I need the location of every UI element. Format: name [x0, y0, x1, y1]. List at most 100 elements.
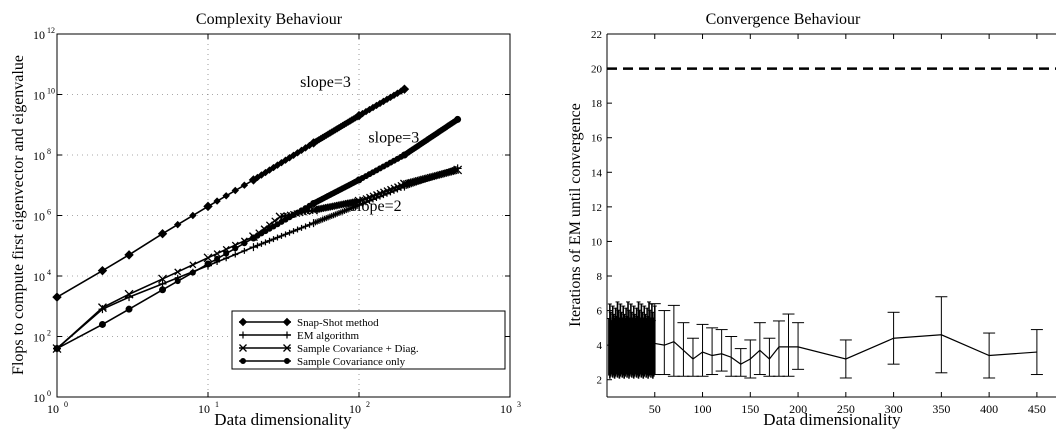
- series-marker-plus: [366, 197, 373, 204]
- series-marker-x: [174, 268, 182, 276]
- left-y-tick-exponent: 12: [47, 26, 55, 35]
- series-marker-x: [203, 253, 213, 263]
- series-marker-diamond: [124, 250, 134, 260]
- left-annotation: slope=3: [368, 129, 419, 146]
- series-marker-plus: [294, 226, 301, 233]
- right-y-tick-label: 22: [591, 29, 602, 41]
- legend-entry-label: Snap-Shot method: [297, 317, 379, 329]
- series-marker-plus: [286, 229, 293, 236]
- series-marker-plus: [309, 219, 318, 228]
- series-marker-x: [351, 198, 359, 206]
- series-marker-diamond: [157, 229, 168, 239]
- right-x-tick-label: 200: [789, 402, 807, 416]
- series-marker-x: [158, 274, 168, 284]
- series-marker-plus: [290, 228, 297, 235]
- series-marker-circle: [223, 250, 230, 257]
- series-marker-circle: [306, 202, 313, 209]
- left-y-tick-label: 10: [33, 210, 45, 224]
- series-marker-circle: [214, 255, 221, 262]
- right-y-tick-label: 6: [597, 306, 603, 318]
- right-ticks: 50 100 150 200 250 300 350 400 450 2 4 6 8 10 12 14 16 18…: [591, 29, 1046, 416]
- series-marker-plus: [362, 199, 369, 206]
- series-marker-diamond: [305, 141, 314, 150]
- right-y-tick-label: 18: [591, 98, 603, 110]
- left-annotation: slope=3: [300, 74, 351, 91]
- series-marker-diamond: [397, 87, 405, 95]
- right-y-axis-label: Iterations of EM until convergence: [567, 103, 584, 327]
- right-series: [648, 296, 1043, 379]
- series-marker-x: [97, 303, 107, 313]
- series-marker-x: [283, 344, 291, 352]
- right-y-tick-label: 10: [591, 236, 603, 248]
- legend-entry-label: EM algorithm: [297, 330, 359, 342]
- series-marker-x: [353, 197, 361, 205]
- series-marker-diamond: [203, 201, 213, 212]
- series-marker-diamond: [238, 317, 248, 327]
- right-chart-title: Convergence Behaviour: [706, 11, 861, 28]
- right-x-tick-label: 250: [837, 402, 855, 416]
- left-series-0: [52, 84, 410, 302]
- series-marker-diamond: [282, 317, 292, 327]
- series-marker-plus: [249, 243, 258, 252]
- series-marker-circle: [189, 269, 196, 276]
- series-marker-plus: [270, 236, 277, 243]
- right-x-axis-label: Data dimensionality: [763, 410, 901, 429]
- left-x-tick-label: 10: [198, 402, 210, 416]
- right-y-tick-label: 2: [597, 375, 603, 387]
- left-x-axis-label: Data dimensionality: [214, 410, 352, 429]
- series-marker-plus: [274, 234, 281, 241]
- left-x-tick-label: 10: [349, 402, 361, 416]
- left-x-tick-exponent: 0: [64, 400, 68, 409]
- left-y-tick-label: 10: [33, 89, 45, 103]
- series-marker-plus: [298, 224, 305, 231]
- left-y-tick-exponent: 10: [47, 87, 55, 96]
- series-marker-x: [397, 181, 405, 189]
- right-dense-region: [606, 301, 657, 379]
- series-marker-circle: [125, 305, 133, 313]
- right-y-tick-label: 12: [591, 202, 602, 214]
- series-marker-x: [453, 165, 463, 175]
- left-x-tick-exponent: 3: [517, 400, 521, 409]
- right-dense-block: [611, 317, 655, 373]
- right-series-0: [648, 296, 1043, 379]
- left-y-tick-label: 10: [33, 149, 45, 163]
- left-y-tick-exponent: 6: [47, 208, 51, 217]
- series-marker-diamond: [231, 186, 239, 195]
- series-marker-diamond: [222, 192, 230, 200]
- series-marker-diamond: [353, 113, 361, 121]
- left-x-tick-label: 10: [500, 402, 512, 416]
- series-marker-plus: [239, 331, 247, 339]
- right-x-tick-label: 350: [932, 402, 950, 416]
- left-series: [52, 84, 463, 353]
- series-marker-plus: [266, 237, 273, 244]
- left-series-line: [56, 167, 458, 350]
- series-marker-plus: [282, 231, 289, 238]
- series-marker-circle: [159, 286, 167, 294]
- series-marker-circle: [232, 245, 239, 252]
- legend-entry-label: Sample Covariance only: [297, 356, 406, 368]
- series-marker-circle: [98, 320, 106, 328]
- series-marker-diamond: [173, 220, 182, 229]
- series-marker-x: [239, 344, 247, 352]
- series-marker-circle: [53, 345, 61, 353]
- right-x-tick-label: 50: [649, 402, 661, 416]
- complexity-chart: Complexity Behaviour 10 0 10 1 10 2 10 310 010 21…: [10, 11, 521, 429]
- right-x-tick-label: 300: [885, 402, 903, 416]
- left-annotation: slope=2: [351, 198, 402, 215]
- right-y-tick-label: 4: [597, 340, 603, 352]
- left-x-tick-label: 10: [47, 402, 59, 416]
- series-marker-diamond: [213, 197, 221, 205]
- left-y-tick-label: 10: [33, 331, 45, 345]
- left-series-3: [53, 115, 462, 353]
- series-marker-circle: [204, 260, 212, 268]
- series-marker-circle: [354, 177, 361, 184]
- series-marker-circle: [397, 153, 404, 160]
- left-y-tick-exponent: 8: [47, 147, 51, 156]
- right-y-tick-label: 16: [591, 133, 603, 145]
- left-y-tick-exponent: 4: [47, 268, 51, 277]
- left-y-axis-label: Flops to compute first eigenvector and e…: [10, 55, 27, 375]
- series-marker-plus: [306, 221, 313, 228]
